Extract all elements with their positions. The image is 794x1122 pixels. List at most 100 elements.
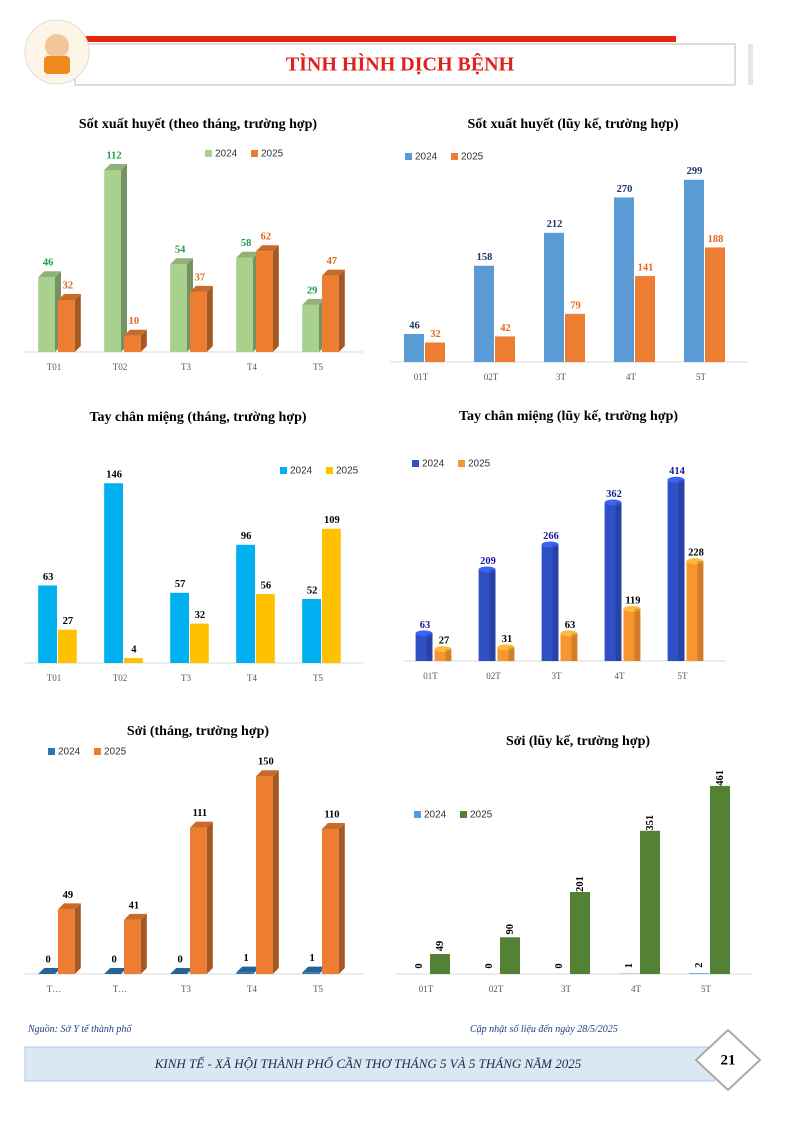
bar-top xyxy=(256,245,279,252)
data-label: 188 xyxy=(708,234,724,245)
x-tick-label: 02T xyxy=(486,671,501,681)
chart: Sởi (lũy kế, trường hợp) 2024 0 0 0 1 2 2025 49 9… xyxy=(395,734,753,994)
legend-swatch xyxy=(205,150,212,157)
bar xyxy=(541,544,559,661)
bar-top xyxy=(124,329,147,336)
bar-shade xyxy=(445,649,452,661)
legend-swatch xyxy=(460,811,467,818)
bar xyxy=(256,594,275,663)
bar-shade xyxy=(678,479,685,661)
logo-face xyxy=(45,34,69,58)
bar xyxy=(104,483,123,663)
bar xyxy=(434,649,452,661)
bar xyxy=(560,633,578,661)
x-tick-label: T3 xyxy=(181,984,191,994)
data-label: 112 xyxy=(107,150,122,161)
x-tick-label: 3T xyxy=(561,984,572,994)
data-label: 299 xyxy=(687,166,703,177)
bar xyxy=(124,335,141,352)
x-tick-label: 4T xyxy=(631,984,642,994)
data-label: 0 xyxy=(554,963,565,968)
data-label: 57 xyxy=(175,579,186,590)
data-label: 266 xyxy=(543,531,559,542)
bar-shade xyxy=(489,569,496,661)
bar-top xyxy=(686,558,704,565)
data-label: 47 xyxy=(327,256,338,267)
chart-title: Sởi (tháng, trường hợp) xyxy=(127,724,269,739)
page-number: 21 xyxy=(721,1052,736,1068)
bar-shade xyxy=(634,608,641,661)
page-badge xyxy=(694,1028,762,1092)
data-label: 150 xyxy=(258,757,274,768)
x-tick-label: 5T xyxy=(701,984,712,994)
bar xyxy=(302,972,319,974)
bar xyxy=(190,291,207,352)
bar xyxy=(635,276,655,362)
data-label: 158 xyxy=(477,252,493,263)
x-tick-label: T… xyxy=(47,984,62,994)
bar-top xyxy=(302,298,325,305)
data-label: 201 xyxy=(575,876,586,892)
data-label: 49 xyxy=(63,890,74,901)
x-tick-label: T4 xyxy=(247,362,257,372)
data-label: 141 xyxy=(638,262,654,273)
bar xyxy=(190,623,209,663)
bar-top xyxy=(170,968,193,974)
bar-top xyxy=(104,164,127,170)
bar xyxy=(38,585,57,663)
data-label: 58 xyxy=(241,238,252,249)
bar-top xyxy=(58,294,81,300)
legend-label: 2025 xyxy=(461,152,484,163)
data-label: 111 xyxy=(193,808,208,819)
bar-top xyxy=(190,285,213,292)
bar-top xyxy=(415,630,433,637)
bar xyxy=(497,647,515,661)
legend-label: 2024 xyxy=(415,152,438,163)
bar-side xyxy=(338,822,345,974)
update-note: Cập nhật số liệu đến ngày 28/5/2025 xyxy=(470,1024,618,1035)
x-tick-label: T01 xyxy=(47,673,62,683)
bar xyxy=(684,179,704,362)
bar-top xyxy=(104,968,127,974)
legend-swatch xyxy=(48,748,55,755)
data-label: 63 xyxy=(565,620,576,631)
bar-top xyxy=(541,541,559,548)
bar-top xyxy=(38,968,61,974)
bar-top xyxy=(322,269,345,276)
bar xyxy=(500,937,520,974)
bar xyxy=(404,333,424,362)
x-tick-label: 01T xyxy=(423,671,438,681)
bar-side xyxy=(206,821,213,974)
bar xyxy=(190,827,207,974)
legend-label: 2024 xyxy=(215,149,238,160)
bar xyxy=(604,502,622,661)
bar-top xyxy=(667,476,685,483)
data-label: 32 xyxy=(195,610,206,621)
bar-top xyxy=(560,630,578,637)
legend-label: 2024 xyxy=(58,747,81,758)
data-label: 0 xyxy=(484,963,495,968)
header-bar xyxy=(60,36,676,42)
x-tick-label: 3T xyxy=(552,671,563,681)
legend-swatch xyxy=(412,460,419,467)
data-label: 270 xyxy=(617,184,633,195)
chart: Sởi (tháng, trường hợp) 2024 0 0 0 1 1 2025 49 41… xyxy=(25,724,363,994)
bar-top xyxy=(38,271,61,278)
data-label: 1 xyxy=(309,953,314,964)
bar xyxy=(58,909,75,974)
bar xyxy=(322,528,341,663)
legend-label: 2024 xyxy=(424,810,447,821)
x-tick-label: T3 xyxy=(181,673,191,683)
chart-title: Sốt xuất huyết (theo tháng, trường hợp) xyxy=(79,117,318,132)
bar xyxy=(495,336,515,362)
data-label: 96 xyxy=(241,531,252,542)
bar xyxy=(686,561,704,661)
bar-side xyxy=(121,164,127,352)
bar-side xyxy=(272,245,279,352)
bar xyxy=(544,232,564,362)
x-tick-label: 5T xyxy=(678,671,689,681)
data-label: 4 xyxy=(131,644,137,655)
chart-title: Tay chân miệng (lũy kế, trường hợp) xyxy=(459,409,678,424)
legend-label: 2025 xyxy=(468,459,491,470)
